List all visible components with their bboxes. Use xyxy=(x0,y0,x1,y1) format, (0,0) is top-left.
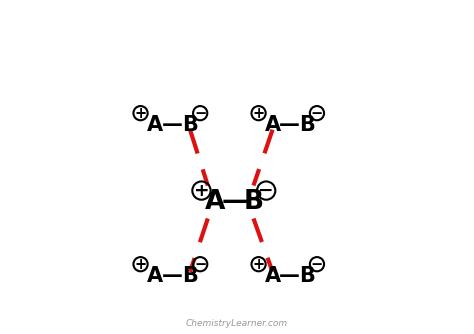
Text: —: — xyxy=(221,189,247,215)
Text: +: + xyxy=(135,106,146,121)
Text: ChemistryLearner.com: ChemistryLearner.com xyxy=(186,319,288,328)
Text: −: − xyxy=(311,106,323,121)
Text: +: + xyxy=(194,182,210,200)
Text: A: A xyxy=(146,115,163,135)
Text: +: + xyxy=(253,106,264,121)
Text: —: — xyxy=(279,115,300,135)
Text: —: — xyxy=(162,266,182,286)
Text: B: B xyxy=(244,189,264,215)
Text: +: + xyxy=(135,257,146,272)
Text: −: − xyxy=(258,182,274,200)
Text: −: − xyxy=(194,106,206,121)
Text: −: − xyxy=(311,257,323,272)
Text: B: B xyxy=(299,115,315,135)
Text: A: A xyxy=(205,189,226,215)
Text: —: — xyxy=(279,266,300,286)
Text: A: A xyxy=(146,266,163,286)
Text: Intermolecular Forces: Intermolecular Forces xyxy=(31,24,443,56)
Text: −: − xyxy=(194,257,206,272)
Text: —: — xyxy=(162,115,182,135)
Text: B: B xyxy=(299,266,315,286)
Text: B: B xyxy=(182,115,198,135)
Text: A: A xyxy=(264,266,281,286)
Text: B: B xyxy=(182,266,198,286)
Text: A: A xyxy=(264,115,281,135)
Text: +: + xyxy=(253,257,264,272)
